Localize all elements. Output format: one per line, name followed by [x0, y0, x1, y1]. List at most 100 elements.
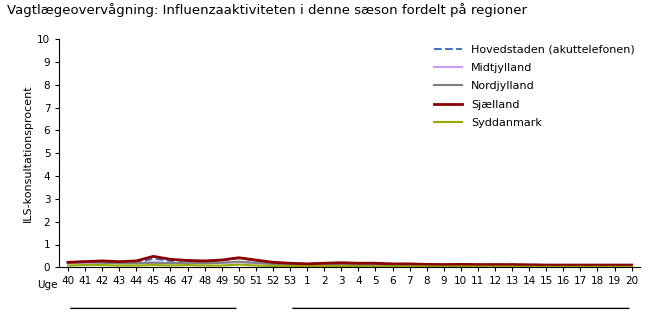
Nordjylland: [235, 259, 243, 263]
Hovedstaden (akuttelefonen): [303, 262, 311, 266]
Syddanmark: [610, 265, 618, 269]
Sjælland: [422, 262, 430, 266]
Hovedstaden (akuttelefonen): [98, 259, 106, 263]
Sjælland: [491, 263, 499, 267]
Midtjylland: [576, 264, 584, 268]
Sjælland: [543, 263, 550, 267]
Nordjylland: [64, 261, 72, 265]
Midtjylland: [166, 261, 174, 265]
Nordjylland: [337, 263, 345, 267]
Y-axis label: ILS-konsultationsprocent: ILS-konsultationsprocent: [23, 84, 33, 222]
Sjælland: [354, 261, 362, 265]
Syddanmark: [98, 263, 106, 267]
Syddanmark: [201, 263, 209, 267]
Sjælland: [337, 261, 345, 265]
Line: Nordjylland: Nordjylland: [68, 261, 632, 266]
Sjælland: [201, 259, 209, 263]
Midtjylland: [406, 263, 414, 267]
Syddanmark: [491, 265, 499, 269]
Nordjylland: [440, 263, 447, 267]
Syddanmark: [320, 264, 328, 268]
Syddanmark: [252, 263, 260, 267]
Hovedstaden (akuttelefonen): [628, 263, 636, 267]
Syddanmark: [132, 263, 140, 267]
Sjælland: [286, 261, 294, 265]
Midtjylland: [474, 264, 482, 268]
Midtjylland: [422, 264, 430, 268]
Hovedstaden (akuttelefonen): [166, 259, 174, 263]
Midtjylland: [252, 261, 260, 265]
Hovedstaden (akuttelefonen): [525, 263, 533, 267]
Nordjylland: [115, 261, 123, 265]
Hovedstaden (akuttelefonen): [491, 263, 499, 267]
Nordjylland: [491, 263, 499, 267]
Midtjylland: [491, 264, 499, 268]
Syddanmark: [628, 265, 636, 269]
Nordjylland: [269, 262, 277, 266]
Syddanmark: [81, 263, 89, 267]
Sjælland: [98, 259, 106, 263]
Sjælland: [252, 258, 260, 262]
Midtjylland: [593, 264, 601, 268]
Line: Syddanmark: Syddanmark: [68, 265, 632, 267]
Sjælland: [235, 256, 243, 260]
Nordjylland: [132, 261, 140, 265]
Syddanmark: [560, 265, 568, 269]
Sjælland: [406, 262, 414, 266]
Syddanmark: [303, 264, 311, 268]
Line: Hovedstaden (akuttelefonen): Hovedstaden (akuttelefonen): [68, 258, 632, 265]
Hovedstaden (akuttelefonen): [372, 261, 380, 265]
Line: Sjælland: Sjælland: [68, 256, 632, 265]
Midtjylland: [354, 263, 362, 267]
Midtjylland: [543, 264, 550, 268]
Sjælland: [560, 263, 568, 267]
Line: Midtjylland: Midtjylland: [68, 262, 632, 266]
Nordjylland: [183, 261, 191, 265]
Syddanmark: [576, 265, 584, 269]
Nordjylland: [218, 261, 226, 265]
Midtjylland: [440, 264, 447, 268]
Hovedstaden (akuttelefonen): [81, 259, 89, 263]
Hovedstaden (akuttelefonen): [576, 263, 584, 267]
Midtjylland: [235, 260, 243, 264]
Syddanmark: [64, 263, 72, 267]
Hovedstaden (akuttelefonen): [406, 262, 414, 266]
Midtjylland: [286, 263, 294, 267]
Syddanmark: [286, 264, 294, 268]
Sjælland: [218, 258, 226, 262]
Hovedstaden (akuttelefonen): [64, 260, 72, 264]
Hovedstaden (akuttelefonen): [149, 257, 157, 260]
Nordjylland: [286, 263, 294, 267]
Midtjylland: [149, 260, 157, 264]
Nordjylland: [166, 261, 174, 265]
Syddanmark: [354, 264, 362, 268]
Sjælland: [474, 263, 482, 267]
Sjælland: [610, 263, 618, 267]
Nordjylland: [252, 261, 260, 265]
Midtjylland: [132, 261, 140, 265]
Nordjylland: [201, 261, 209, 265]
Hovedstaden (akuttelefonen): [543, 263, 550, 267]
Midtjylland: [525, 264, 533, 268]
Nordjylland: [560, 264, 568, 268]
Sjælland: [525, 263, 533, 267]
Midtjylland: [628, 264, 636, 268]
Hovedstaden (akuttelefonen): [560, 263, 568, 267]
Syddanmark: [525, 265, 533, 269]
Sjælland: [64, 260, 72, 264]
Hovedstaden (akuttelefonen): [354, 261, 362, 265]
Sjælland: [576, 263, 584, 267]
Midtjylland: [269, 262, 277, 266]
Hovedstaden (akuttelefonen): [183, 259, 191, 262]
Syddanmark: [183, 263, 191, 267]
Sjælland: [372, 261, 380, 265]
Midtjylland: [560, 264, 568, 268]
Syddanmark: [115, 263, 123, 267]
Syddanmark: [474, 265, 482, 269]
Nordjylland: [98, 261, 106, 265]
Syddanmark: [543, 265, 550, 269]
Hovedstaden (akuttelefonen): [593, 263, 601, 267]
Syddanmark: [149, 263, 157, 267]
Hovedstaden (akuttelefonen): [286, 261, 294, 265]
Sjælland: [389, 262, 397, 266]
